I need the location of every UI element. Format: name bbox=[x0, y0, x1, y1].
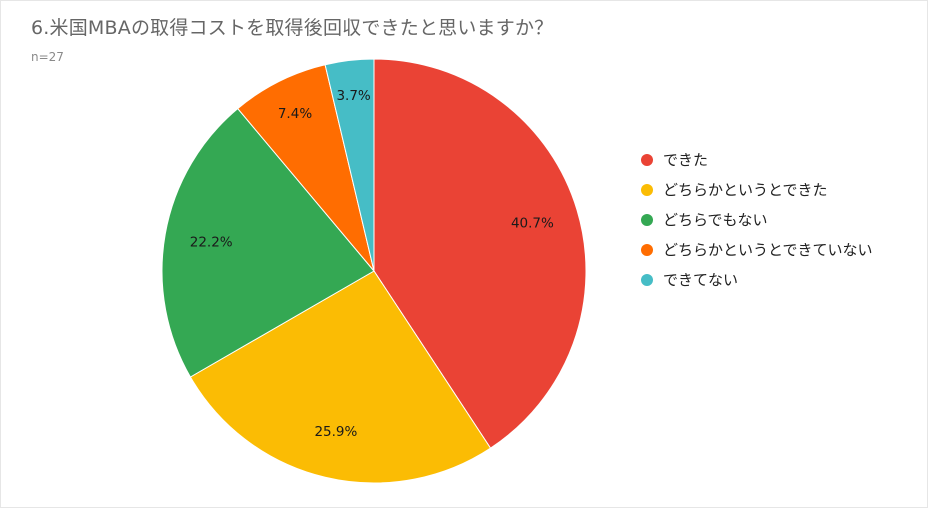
legend-swatch bbox=[641, 184, 653, 196]
legend-swatch bbox=[641, 274, 653, 286]
slice-value-label: 22.2% bbox=[190, 234, 233, 250]
slice-value-label: 40.7% bbox=[511, 216, 554, 232]
chart-legend: できたどちらかというとできた どちらでもないどちらかというとできていない できてない bbox=[641, 151, 911, 301]
legend-swatch bbox=[641, 214, 653, 226]
legend-item: できてない bbox=[641, 271, 911, 289]
legend-item: どちらかというとできていない bbox=[641, 241, 911, 259]
slice-value-label: 3.7% bbox=[336, 88, 370, 104]
legend-swatch bbox=[641, 244, 653, 256]
legend-label: どちらでもない bbox=[663, 211, 768, 229]
pie-slices bbox=[161, 58, 587, 484]
pie-labels: 40.7% 25.9% 22.2% 7.4% 3.7% bbox=[190, 88, 554, 440]
slice-value-label: 7.4% bbox=[278, 106, 312, 122]
legend-item: できた bbox=[641, 151, 911, 169]
legend-label: できた bbox=[663, 151, 709, 169]
legend-label: どちらかというとできていない bbox=[663, 241, 873, 259]
legend-item: どちらでもない bbox=[641, 211, 911, 229]
slice-value-label: 25.9% bbox=[314, 424, 357, 440]
chart-subtitle: n=27 bbox=[31, 50, 64, 64]
legend-label: できてない bbox=[663, 271, 739, 289]
chart-title: 6.米国MBAの取得コストを取得後回収できたと思いますか？ bbox=[31, 17, 554, 39]
pie-slice-3 bbox=[161, 107, 375, 378]
legend-label: どちらかというとできた bbox=[663, 181, 828, 199]
legend-item: どちらかというとできた bbox=[641, 181, 911, 199]
pie-slice-2 bbox=[189, 270, 492, 484]
legend-swatch bbox=[641, 154, 653, 166]
pie-slice-4 bbox=[237, 64, 375, 272]
pie-slice-5 bbox=[324, 58, 375, 272]
